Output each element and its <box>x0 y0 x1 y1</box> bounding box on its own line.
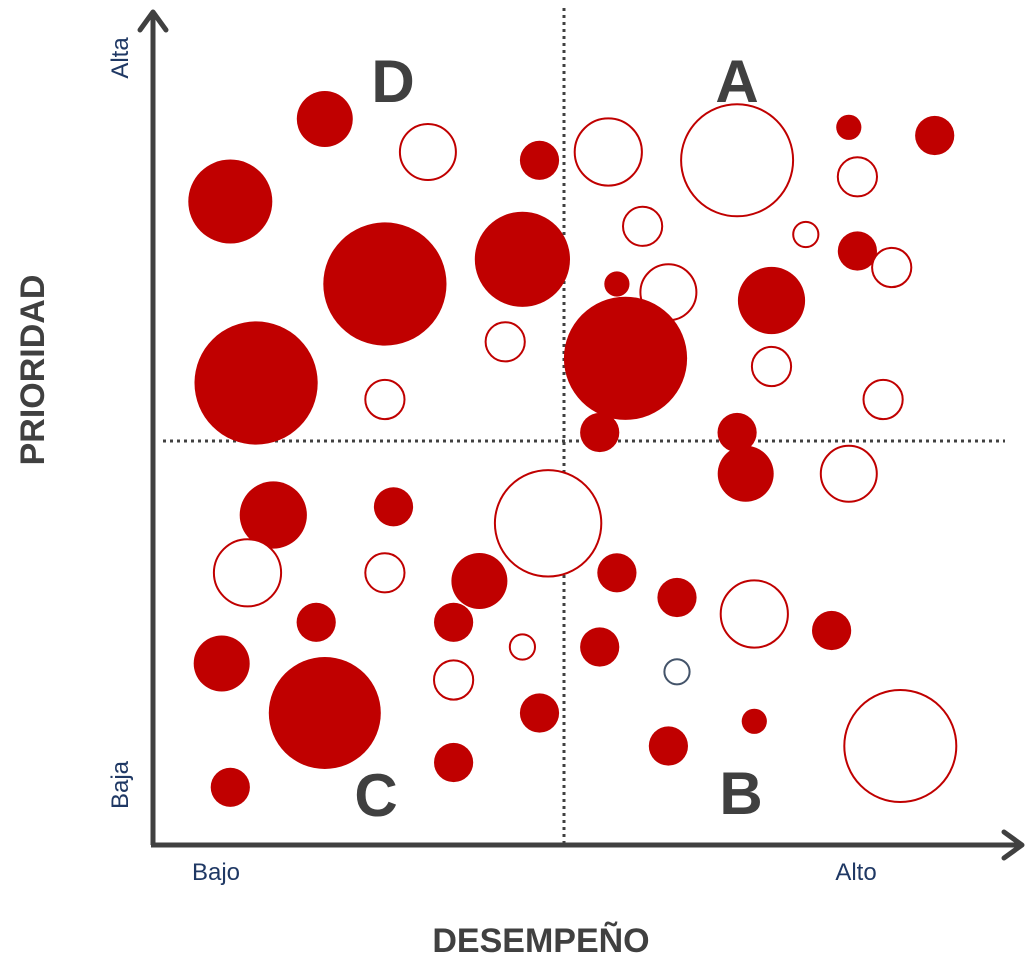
bubble-filled-32 <box>296 602 336 642</box>
bubbles-layer <box>188 91 958 807</box>
quadrant-label-b: B <box>719 760 762 827</box>
bubble-filled-39 <box>434 742 474 783</box>
bubble-filled-31 <box>451 553 508 609</box>
x-tick-label-high: Alto <box>835 859 876 886</box>
bubble-outline-24 <box>862 378 904 421</box>
bubble-neutral-49 <box>663 658 691 686</box>
bubble-filled-26 <box>239 481 307 549</box>
bubble-filled-12 <box>836 114 862 140</box>
bubble-outline-36 <box>433 659 475 701</box>
bubble-filled-33 <box>434 602 474 642</box>
bubble-outline-16 <box>792 220 820 249</box>
bubble-outline-30 <box>364 552 406 594</box>
bubble-filled-42 <box>717 445 774 502</box>
bubble-outline-10 <box>573 117 643 187</box>
bubble-filled-27 <box>373 487 414 527</box>
x-axis-arrow-icon <box>1001 829 1025 861</box>
bubble-filled-5 <box>474 211 570 307</box>
bubble-outline-43 <box>819 444 878 503</box>
bubble-outline-52 <box>843 689 958 803</box>
y-tick-label-high: Alta <box>107 37 134 79</box>
bubble-filled-37 <box>268 657 381 769</box>
bubble-filled-40 <box>210 767 250 807</box>
bubble-filled-17 <box>837 231 878 271</box>
bubble-filled-21 <box>737 266 806 335</box>
quadrant-label-d: D <box>371 48 414 115</box>
bubble-outline-18 <box>871 246 913 289</box>
bubble-filled-41 <box>580 412 620 453</box>
bubble-outline-11 <box>680 103 795 218</box>
bubble-outline-46 <box>719 579 789 649</box>
bubble-filled-3 <box>519 140 560 180</box>
bubble-filled-4 <box>188 159 273 244</box>
y-axis-title: PRIORIDAD <box>14 275 52 466</box>
bubble-outline-28 <box>493 469 603 578</box>
bubble-outline-2 <box>398 123 457 181</box>
bubble-filled-19 <box>604 271 630 297</box>
bubble-outline-29 <box>212 538 283 608</box>
bubble-outline-34 <box>508 633 537 661</box>
bubble-outline-23 <box>750 345 793 388</box>
bubble-filled-1 <box>296 91 353 147</box>
quadrant-label-c: C <box>354 762 397 829</box>
bubble-outline-9 <box>364 378 406 421</box>
bubble-filled-44 <box>597 553 637 593</box>
bubble-filled-51 <box>648 726 689 766</box>
bubble-filled-45 <box>657 577 697 618</box>
bubble-filled-48 <box>580 627 620 667</box>
bubble-filled-35 <box>193 635 250 692</box>
bubble-filled-25 <box>717 412 757 453</box>
bubble-filled-13 <box>915 115 955 156</box>
bubble-filled-38 <box>519 693 560 733</box>
bubble-filled-6 <box>323 222 447 346</box>
bubble-filled-8 <box>194 321 318 445</box>
bubble-filled-50 <box>741 708 767 734</box>
bubble-outline-7 <box>484 321 526 363</box>
y-tick-label-low: Baja <box>107 760 134 809</box>
bubble-filled-47 <box>812 610 852 651</box>
x-axis-title: DESEMPEÑO <box>432 922 649 960</box>
bubble-outline-15 <box>622 205 664 247</box>
quadrant-label-a: A <box>715 48 758 115</box>
y-axis-arrow-icon <box>137 9 169 33</box>
bubble-filled-22 <box>563 296 688 420</box>
bubble-outline-14 <box>836 156 879 198</box>
x-tick-label-low: Bajo <box>192 859 240 886</box>
